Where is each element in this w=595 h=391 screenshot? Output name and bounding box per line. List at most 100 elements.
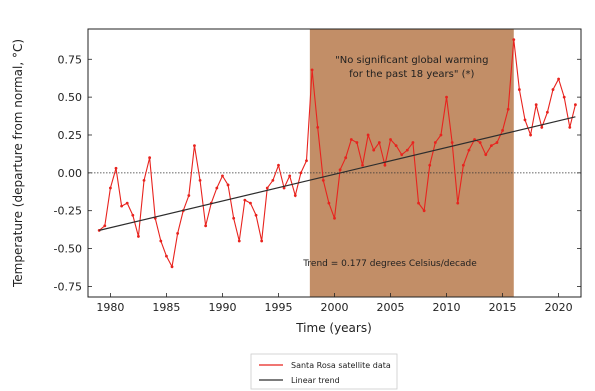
data-point [260, 239, 264, 243]
data-point [333, 216, 336, 220]
x-tick-label: 2015 [489, 301, 517, 314]
data-point [551, 88, 555, 91]
legend-label-trend: Linear trend [291, 376, 340, 385]
data-point [316, 126, 320, 129]
x-tick-label: 2020 [545, 301, 573, 314]
trend-label: Trend = 0.177 degrees Celsius/decade [302, 259, 477, 269]
data-point [103, 224, 107, 228]
data-point [249, 201, 252, 205]
data-point [506, 107, 510, 111]
x-tick-label: 2005 [377, 301, 405, 314]
data-point [114, 166, 118, 170]
data-point [383, 163, 387, 167]
x-tick-label: 1985 [152, 301, 180, 314]
data-point [456, 201, 460, 205]
data-point [254, 213, 258, 217]
shaded-region-annotation: "No significant global warming for the pa… [335, 55, 488, 80]
data-point [450, 141, 454, 144]
data-point [327, 201, 331, 205]
data-point [109, 186, 112, 190]
y-tick-label: -0.25 [54, 205, 82, 218]
data-point [265, 186, 269, 190]
data-point [405, 148, 409, 152]
data-point [445, 95, 448, 99]
y-tick-label: 0.75 [58, 53, 83, 66]
y-tick-label: 0.25 [58, 129, 83, 142]
data-point [467, 148, 471, 152]
data-point [305, 159, 308, 163]
data-point [422, 209, 426, 213]
data-point [361, 163, 364, 167]
data-point [461, 163, 465, 167]
y-tick-label: 0.00 [58, 167, 83, 180]
data-point [568, 126, 572, 129]
data-point [389, 138, 392, 141]
data-point [344, 156, 348, 160]
data-point [165, 254, 168, 258]
data-point [484, 153, 488, 157]
data-point [557, 77, 560, 81]
data-point [372, 148, 376, 152]
data-point [478, 141, 482, 144]
data-point [439, 133, 443, 137]
data-point [355, 141, 359, 144]
data-point [142, 179, 146, 182]
y-axis-label: Temperature (departure from normal, °C) [11, 39, 25, 288]
data-point [299, 171, 303, 175]
legend: Santa Rosa satellite data Linear trend [250, 353, 398, 390]
data-point [271, 179, 275, 182]
data-point [512, 38, 516, 41]
y-tick-label: -0.50 [54, 243, 82, 256]
data-point [529, 133, 532, 137]
data-point [573, 103, 577, 107]
data-point [277, 163, 280, 167]
annotation-line: for the past 18 years" (*) [349, 69, 474, 80]
data-point [400, 153, 404, 157]
data-point [489, 144, 493, 147]
data-point [131, 213, 135, 217]
data-point [120, 204, 124, 208]
data-point [321, 179, 325, 182]
data-point [148, 156, 152, 160]
data-point [159, 239, 163, 243]
y-tick-label: 0.50 [58, 91, 83, 104]
x-axis-label: Time (years) [295, 321, 372, 335]
data-point [125, 201, 129, 205]
data-point [137, 235, 140, 238]
data-point [310, 68, 314, 72]
data-point [226, 183, 230, 187]
ticks-layer: 1980 1985 1990 1995 2000 2005 2010 2015 2020 -0.7… [54, 53, 581, 314]
data-point [411, 141, 415, 144]
x-tick-label: 2000 [321, 301, 349, 314]
annotation-line: "No significant global warming [335, 55, 488, 66]
data-point [562, 95, 566, 99]
data-point [338, 168, 342, 172]
series-layer [97, 38, 577, 269]
data-point [517, 88, 521, 91]
legend-label-satellite: Santa Rosa satellite data [291, 361, 391, 370]
trend-line [99, 116, 576, 231]
data-point [366, 133, 370, 137]
x-tick-label: 1990 [208, 301, 236, 314]
data-point [215, 186, 219, 190]
x-tick-label: 1980 [96, 301, 124, 314]
data-point [417, 201, 420, 205]
data-point [176, 232, 180, 235]
data-point [221, 174, 224, 178]
data-point [377, 141, 381, 144]
data-point [293, 194, 297, 197]
data-point [193, 144, 196, 147]
data-point [394, 144, 398, 147]
data-point [187, 194, 191, 197]
data-point [349, 138, 353, 141]
data-point [523, 118, 527, 122]
data-point [534, 103, 538, 107]
data-point [198, 179, 202, 182]
data-point [288, 174, 292, 178]
data-point [495, 141, 499, 144]
data-point [232, 216, 236, 220]
data-point [282, 186, 286, 190]
data-point [237, 239, 241, 243]
data-point [545, 110, 549, 114]
